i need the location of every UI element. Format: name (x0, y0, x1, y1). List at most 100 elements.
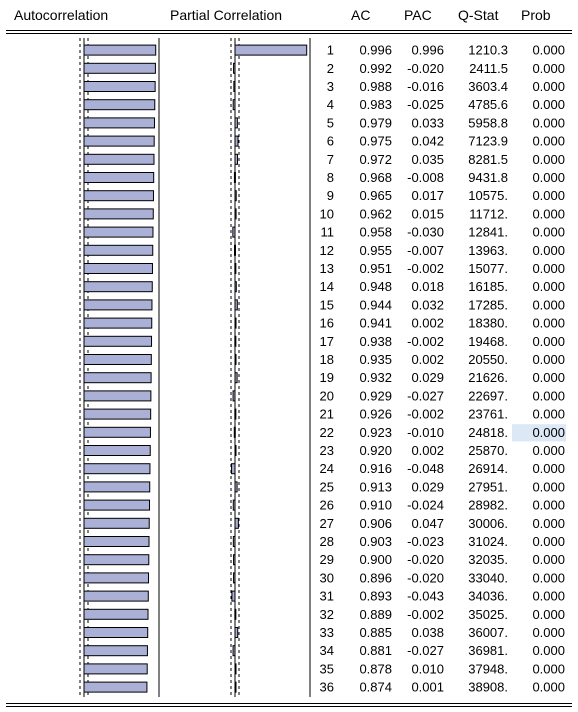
pac-value: 0.042 (411, 134, 444, 149)
pac-value: 0.002 (411, 443, 444, 458)
ac-header: AC (351, 7, 371, 23)
pac-value: 0.001 (411, 680, 444, 695)
ac-value: 0.935 (359, 352, 392, 367)
prob-header: Prob (521, 7, 551, 23)
pac-bar (234, 445, 237, 456)
ac-bar (83, 645, 148, 657)
prob-value: 0.000 (532, 552, 565, 567)
prob-value: 0.000 (532, 188, 565, 203)
ac-bar (83, 153, 155, 165)
pac-value: -0.027 (407, 388, 444, 403)
pac-value: -0.002 (407, 334, 444, 349)
lag-label: 36 (320, 680, 334, 695)
qstat-value: 38908. (468, 680, 508, 695)
pac-bar (233, 426, 236, 438)
prob-value: 0.000 (532, 589, 565, 604)
pac-bar (231, 463, 236, 475)
qstat-value: 2411.5 (469, 61, 508, 76)
pac-value: 0.017 (411, 188, 444, 203)
ac-value: 0.938 (359, 334, 392, 349)
ac-bar (83, 135, 155, 147)
pac-bar (234, 263, 237, 274)
prob-value: 0.000 (532, 570, 565, 585)
qstat-value: 15077. (468, 261, 508, 276)
ac-value: 0.910 (359, 498, 392, 513)
header-rule-bottom (6, 33, 572, 34)
pac-bar (233, 572, 236, 584)
lag-label: 24 (320, 461, 334, 476)
qstat-value: 18380. (468, 316, 508, 331)
lag-label: 16 (320, 316, 334, 331)
lag-label: 30 (320, 570, 334, 585)
ac-value: 0.896 (359, 570, 392, 585)
pac-value: -0.016 (407, 79, 444, 94)
qstat-value: 11712. (469, 206, 508, 221)
lag-label: 13 (320, 261, 334, 276)
pac-value: -0.048 (407, 461, 444, 476)
pac-bar (234, 299, 238, 311)
qstat-value: 27951. (468, 479, 508, 494)
pac-value: -0.024 (407, 498, 444, 513)
pac-bar (234, 481, 238, 493)
prob-value: 0.000 (532, 79, 565, 94)
pac-value: 0.029 (411, 479, 444, 494)
prob-value: 0.000 (532, 479, 565, 494)
pac-value: 0.032 (411, 297, 444, 312)
ac-value: 0.951 (359, 261, 392, 276)
qstat-value: 17285. (468, 297, 508, 312)
lag-label: 12 (320, 243, 334, 258)
lag-label: 26 (320, 498, 334, 513)
ac-bar (83, 408, 152, 420)
qstat-value: 22697. (468, 388, 508, 403)
prob-value: 0.000 (532, 170, 565, 185)
pac-bar (232, 499, 236, 511)
ac-bar (83, 499, 151, 511)
prob-value: 0.000 (532, 607, 565, 622)
lag-label: 10 (320, 206, 334, 221)
lag-label: 11 (321, 225, 335, 240)
pac-bar (233, 244, 236, 256)
qstat-value: 35025. (468, 607, 508, 622)
lag-label: 21 (320, 407, 334, 422)
ac-value: 0.906 (359, 516, 392, 531)
ac-bar (83, 536, 150, 547)
ac-value: 0.893 (359, 589, 392, 604)
qstat-value: 13963. (468, 243, 508, 258)
pac-bar (234, 681, 237, 693)
qstat-value: 8281.5 (468, 152, 508, 167)
qstat-value: 16185. (468, 279, 508, 294)
qstat-value: 19468. (468, 334, 508, 349)
qstat-value: 12841. (468, 225, 508, 240)
qstat-value: 34036. (468, 589, 508, 604)
ac-value: 0.965 (359, 188, 392, 203)
ac-bar (83, 62, 156, 74)
ac-value: 0.944 (359, 297, 392, 312)
pac-bar (234, 117, 238, 129)
ac-bar (83, 390, 152, 402)
pac-bar (233, 62, 236, 74)
prob-value: 0.000 (532, 43, 565, 58)
pac-value: 0.035 (411, 152, 444, 167)
prob-value: 0.000 (532, 279, 565, 294)
pac-bar (232, 99, 236, 111)
ac-value: 0.929 (359, 388, 392, 403)
qstat-value: 4785.6 (468, 97, 508, 112)
lag-label: 17 (320, 334, 334, 349)
prob-value: 0.000 (532, 261, 565, 276)
prob-value: 0.000 (532, 407, 565, 422)
lag-label: 15 (320, 297, 334, 312)
ac-value: 0.975 (359, 134, 392, 149)
partial-correlation-header: Partial Correlation (170, 7, 283, 23)
qstat-value: 20550. (468, 352, 508, 367)
pac-value: 0.996 (411, 43, 444, 58)
lag-label: 2 (327, 61, 334, 76)
pac-value: -0.002 (407, 607, 444, 622)
lag-label: 20 (320, 388, 334, 403)
pac-bar (232, 226, 236, 238)
pac-value: -0.025 (407, 97, 444, 112)
prob-value: 0.000 (532, 334, 565, 349)
prob-value: 0.000 (532, 316, 565, 331)
table-header: Autocorrelation Partial Correlation AC P… (0, 0, 578, 30)
pac-value: 0.033 (411, 115, 444, 130)
